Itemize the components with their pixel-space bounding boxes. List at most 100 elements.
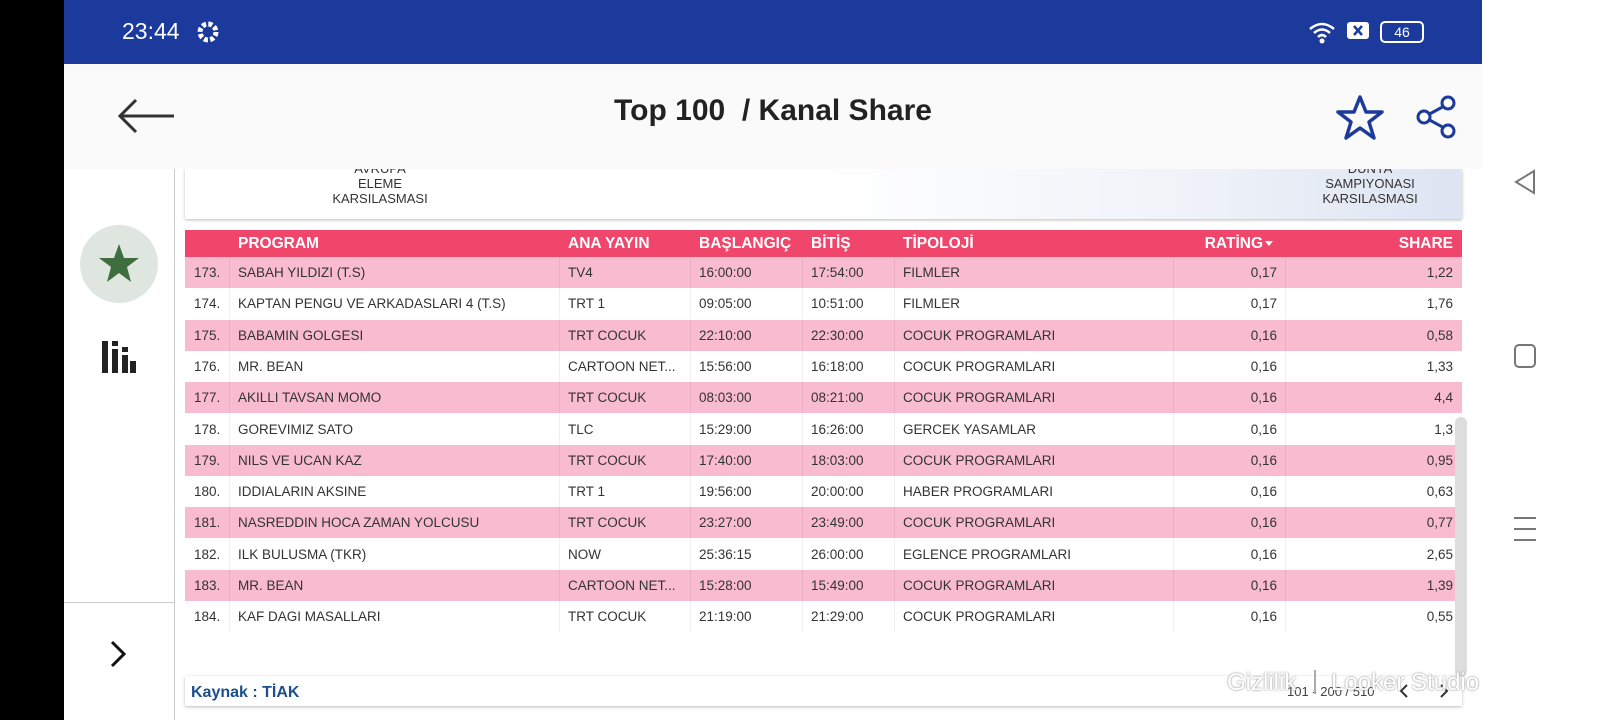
end-time: 23:49:00: [811, 515, 864, 531]
share: 0,63: [1426, 484, 1453, 500]
program: BABAMIN GOLGESI: [238, 327, 364, 343]
cell-border: [1285, 319, 1286, 351]
end-time: 08:21:00: [811, 390, 864, 406]
wifi-icon: [1309, 22, 1335, 44]
favorites-nav[interactable]: [79, 224, 159, 304]
rating: 0,16: [1250, 421, 1277, 437]
end-time: 20:00:00: [811, 484, 864, 500]
cell-border: [894, 382, 895, 414]
next-page[interactable]: [1437, 683, 1451, 699]
row-number: 184.: [194, 609, 221, 625]
cell-border: [894, 413, 895, 445]
table-row: 184. KAF DAGI MASALLARI TRT COCUK 21:19:00 2…: [185, 601, 1462, 633]
cell-border: [1285, 538, 1286, 570]
table-row: 175. BABAMIN GOLGESI TRT COCUK 22:10:00 22:3…: [185, 319, 1462, 351]
looker-studio-link[interactable]: Looker Studio: [1331, 669, 1480, 696]
program: KAPTAN PENGU VE ARKADASLARI 4 (T.S): [238, 296, 506, 312]
cell-border: [229, 257, 230, 288]
end-time: 16:18:00: [811, 358, 864, 374]
cell-border: [894, 601, 895, 633]
cell-border: [690, 382, 691, 414]
header-channel[interactable]: ANA YAYIN: [568, 235, 650, 252]
nav-home[interactable]: [1513, 343, 1537, 369]
cell-border: [1285, 413, 1286, 445]
cell-border: [690, 350, 691, 382]
header-program[interactable]: PROGRAM: [238, 235, 319, 252]
program: MR. BEAN: [238, 358, 304, 374]
expand-button[interactable]: [108, 639, 128, 669]
start-time: 21:19:00: [699, 609, 752, 625]
rating: 0,16: [1250, 609, 1277, 625]
typology: COCUK PROGRAMLARI: [903, 358, 1056, 374]
back-button[interactable]: [116, 98, 176, 134]
cell-border: [894, 538, 895, 570]
channel: TRT 1: [568, 484, 606, 500]
share-button[interactable]: [1414, 94, 1458, 140]
end-time: 10:51:00: [811, 296, 864, 312]
prev-page[interactable]: [1397, 683, 1411, 699]
rating: 0,16: [1250, 452, 1277, 468]
nav-back[interactable]: [1512, 168, 1538, 196]
cell-border: [559, 288, 560, 320]
clock: 23:44: [122, 18, 180, 44]
rating: 0,16: [1250, 546, 1277, 562]
cell-border: [802, 413, 803, 445]
header-rating[interactable]: RATİNG: [1204, 235, 1263, 252]
start-time: 16:00:00: [699, 265, 752, 280]
cell-border: [894, 570, 895, 601]
cell-border: [1173, 319, 1174, 351]
share: 1,3: [1434, 421, 1453, 437]
sort-indicator: [1265, 241, 1273, 246]
cell-border: [559, 413, 560, 445]
cell-border: [690, 538, 691, 570]
program: NASREDDIN HOCA ZAMAN YOLCUSU: [238, 515, 480, 531]
nav-recents[interactable]: [1512, 515, 1538, 543]
report-content: AVRUPAELEMEKARSILASMASI DUNYASAMPIYONASI…: [175, 169, 1482, 720]
share: 1,76: [1426, 296, 1453, 312]
cell-border: [802, 257, 803, 288]
end-time: 22:30:00: [811, 327, 864, 343]
screen-edge: [0, 0, 64, 720]
rating: 0,16: [1250, 578, 1277, 593]
cell-border: [1173, 444, 1174, 476]
header-start[interactable]: BAŞLANGIÇ: [699, 235, 792, 252]
start-time: 15:28:00: [699, 578, 752, 593]
cell-border: [1173, 570, 1174, 601]
end-time: 15:49:00: [811, 578, 864, 593]
cell-border: [894, 288, 895, 320]
cell-border: [229, 570, 230, 601]
start-time: 15:56:00: [699, 358, 752, 374]
start-time: 22:10:00: [699, 327, 752, 343]
row-number: 180.: [194, 484, 221, 500]
privacy-link[interactable]: Gizlilik: [1227, 669, 1297, 696]
cell-border: [802, 570, 803, 601]
table-footer: 101 - 200 / 510: [185, 676, 1462, 706]
cell-border: [229, 382, 230, 414]
cell-border: [229, 350, 230, 382]
cell-border: [229, 507, 230, 539]
cell-border: [894, 350, 895, 382]
reports-nav[interactable]: [102, 341, 136, 375]
channel: TRT COCUK: [568, 327, 647, 343]
cell-border: [690, 601, 691, 633]
cell-border: [559, 319, 560, 351]
share: 4,4: [1434, 390, 1453, 406]
banner-line: KARSILASMASI: [1322, 191, 1418, 206]
row-number: 181.: [194, 515, 221, 531]
row-number: 182.: [194, 546, 221, 562]
cell-border: [802, 476, 803, 508]
banner-line: KARSILASMASI: [332, 191, 428, 206]
end-time: 21:29:00: [811, 609, 864, 625]
table-row: 182. ILK BULUSMA (TKR) NOW 25:36:15 26:00:00…: [185, 538, 1462, 570]
scrollbar[interactable]: [1455, 417, 1467, 677]
channel: TLC: [568, 421, 594, 437]
header-typology[interactable]: TİPOLOJİ: [903, 235, 974, 252]
header-end[interactable]: BİTİŞ: [811, 235, 851, 252]
typology: COCUK PROGRAMLARI: [903, 609, 1056, 625]
cell-border: [1285, 507, 1286, 539]
favorite-button[interactable]: [1336, 94, 1384, 142]
settings-icon: [197, 21, 219, 43]
row-number: 173.: [194, 265, 221, 280]
cell-border: [894, 507, 895, 539]
